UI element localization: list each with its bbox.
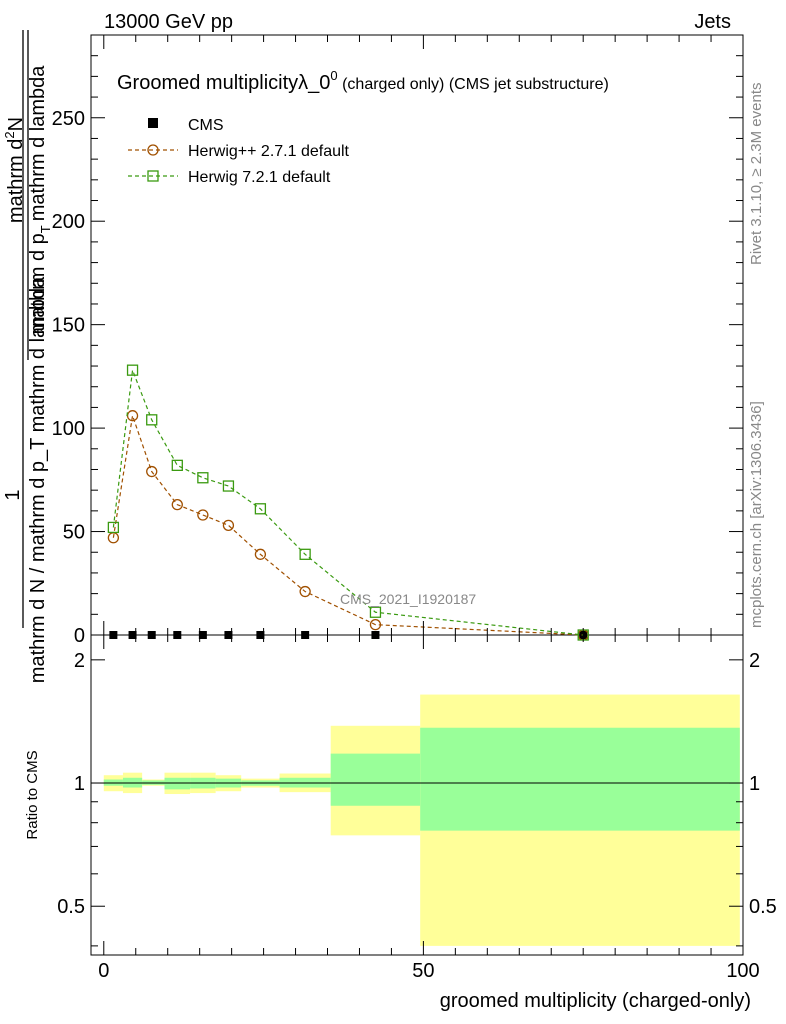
ratio-stat-band xyxy=(420,727,740,831)
herwigpp-point xyxy=(197,509,209,521)
ratio-y-label: Ratio to CMS xyxy=(24,750,41,839)
cms-data-point xyxy=(147,631,156,639)
legend-cms-marker xyxy=(148,118,158,128)
y-tick-label: 50 xyxy=(63,522,85,544)
cms-data-point xyxy=(301,631,310,639)
cms-data-point xyxy=(198,631,207,639)
series-line xyxy=(112,369,584,636)
jets-label: Jets xyxy=(694,11,731,33)
ratio-stat-band xyxy=(330,753,421,806)
herwig7-point xyxy=(254,503,267,515)
herwigpp-point xyxy=(254,548,267,560)
ratio-y-tick-label: 0.5 xyxy=(57,896,85,918)
ratio-y-tick-label-right: 2 xyxy=(749,650,760,672)
ylabel-bottom-part: mathrm d pTmathrm d lambda xyxy=(27,65,53,335)
herwig7-point xyxy=(197,472,209,484)
cms-data-point xyxy=(371,631,380,639)
cms-data-point xyxy=(256,631,265,639)
ylabel-top-part: mathrm d2N xyxy=(2,117,27,223)
herwig7-point xyxy=(299,548,311,560)
herwig7-point xyxy=(369,606,382,618)
legend-herwigpp-label: Herwig++ 2.7.1 default xyxy=(188,143,350,160)
herwigpp-point xyxy=(146,465,158,478)
cms-data-point xyxy=(128,631,137,639)
ratio-y-tick-label: 1 xyxy=(74,773,85,795)
legend-herwig7-label: Herwig 7.2.1 default xyxy=(188,169,331,186)
energy-label: 13000 GeV pp xyxy=(104,11,233,33)
rivet-label: Rivet 3.1.10, ≥ 2.3M events xyxy=(748,83,765,266)
herwigpp-point xyxy=(222,519,235,531)
ratio-y-tick-label-right: 1 xyxy=(749,773,760,795)
herwig7-point xyxy=(222,480,235,492)
herwig7-point xyxy=(126,364,139,376)
herwig7-point xyxy=(171,459,183,471)
herwig7-point xyxy=(146,414,158,426)
main-y-axis-label: 1 mathrm d N / mathrm d p_T mathrm d lam… xyxy=(2,30,53,683)
x-tick-label: 50 xyxy=(412,960,434,982)
ylabel-one: 1 xyxy=(2,489,24,500)
mcplots-label: mcplots.cern.ch [arXiv:1306.3436] xyxy=(748,401,765,628)
y-tick-label: 0 xyxy=(74,625,85,647)
x-axis-label: groomed multiplicity (charged-only) xyxy=(440,990,751,1012)
herwigpp-point xyxy=(369,619,382,631)
legend-cms-label: CMS xyxy=(188,117,224,134)
herwig7-point xyxy=(107,521,120,534)
cms-data-point xyxy=(224,631,233,639)
main-y-ticks: 0 50 100 150 200 250 xyxy=(52,55,743,647)
plot-title-sup: 0 xyxy=(330,68,337,83)
legend-herwigpp-marker xyxy=(147,144,159,156)
ratio-stat-band xyxy=(164,777,191,790)
plot-title: Groomed multiplicityλ_00 (charged only) … xyxy=(117,68,609,94)
ratio-y-tick-label-right: 0.5 xyxy=(749,896,777,918)
plot-title-main: Groomed multiplicityλ_0 xyxy=(117,72,330,94)
y-tick-label: 250 xyxy=(52,108,85,130)
cms-data-point xyxy=(173,631,182,639)
y-tick-label: 200 xyxy=(52,211,85,233)
analysis-tag: CMS_2021_I1920187 xyxy=(340,591,476,607)
plot-title-suffix: (charged only) (CMS jet substructure) xyxy=(338,76,609,93)
ratio-bands xyxy=(103,694,740,946)
y-tick-label: 150 xyxy=(52,315,85,337)
x-tick-label: 100 xyxy=(726,960,759,982)
legend-herwig7-marker xyxy=(147,170,159,182)
ylabel-denominator: mathrm d N / mathrm d p_T mathrm d lambd… xyxy=(27,276,49,683)
cms-data-point xyxy=(109,631,118,639)
main-x-ticks: 0 50 100 xyxy=(98,35,760,982)
y-tick-label: 100 xyxy=(52,418,85,440)
x-tick-label: 0 xyxy=(98,960,109,982)
herwigpp-point xyxy=(171,499,183,511)
legend: CMS Herwig++ 2.7.1 default Herwig 7.2.1 … xyxy=(128,117,350,186)
ratio-ticks: 0.5 0.5 1 1 2 2 xyxy=(57,650,777,947)
ratio-plot-frame xyxy=(90,634,744,956)
herwigpp-point xyxy=(299,585,311,598)
ratio-y-tick-label: 2 xyxy=(74,650,85,672)
